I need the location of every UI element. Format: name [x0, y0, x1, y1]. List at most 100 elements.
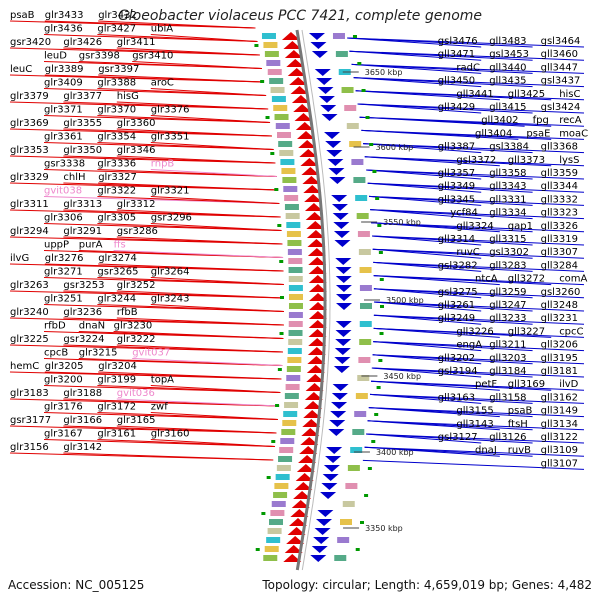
- reverse-gene-arrow: [335, 330, 352, 337]
- function-category-block: [359, 321, 372, 327]
- gene-label-left: glr3243: [151, 294, 190, 305]
- gene-label-left: glr3225: [10, 334, 49, 345]
- leader-line-left: [150, 88, 267, 96]
- gene-label-left: glr3230: [114, 321, 153, 332]
- reverse-gene-arrow: [317, 510, 334, 517]
- function-category-block: [284, 195, 299, 201]
- forward-gene-arrow: [289, 518, 308, 526]
- function-category-block: [284, 402, 299, 408]
- gene-label-right: gll3163: [438, 392, 475, 403]
- gene-label-left: gsr3397: [98, 64, 139, 75]
- forward-gene-arrow: [300, 158, 319, 166]
- gene-label-left: glr3160: [151, 429, 190, 440]
- reverse-gene-arrow: [313, 537, 330, 544]
- gene-label-left: glr3329: [10, 172, 49, 183]
- gene-label-right: petF: [475, 379, 497, 390]
- leader-line-right: [373, 327, 585, 338]
- function-category-block: [350, 447, 363, 453]
- function-category-block: [332, 33, 345, 39]
- reverse-gene-arrow: [331, 195, 348, 202]
- forward-gene-arrow: [290, 509, 309, 517]
- leader-line-left: [150, 223, 282, 231]
- gene-label-left: gvit036: [117, 388, 155, 399]
- function-category-block: [358, 357, 371, 363]
- reverse-gene-arrow: [327, 159, 344, 166]
- function-category-block: [271, 96, 286, 102]
- leader-line-left: [97, 439, 275, 447]
- forward-gene-arrow: [308, 302, 327, 310]
- leader-line-left: [98, 263, 284, 272]
- gene-tick: [379, 305, 384, 308]
- gene-label-right: gll3233: [489, 313, 526, 324]
- gene-label-left: ubiA: [151, 24, 173, 35]
- function-category-block: [267, 528, 282, 534]
- gene-label-right: comA: [559, 274, 587, 285]
- gene-label-right: gll3323: [541, 208, 578, 219]
- leader-line-right: [373, 261, 585, 272]
- forward-gene-arrow: [295, 122, 314, 130]
- gene-tick: [360, 521, 365, 524]
- function-category-block: [275, 123, 290, 129]
- function-category-block: [288, 276, 303, 282]
- forward-gene-arrow: [302, 419, 321, 427]
- gene-label-left: aroC: [151, 78, 174, 89]
- gene-label-left: glr3263: [10, 280, 49, 291]
- gene-tick: [270, 152, 275, 155]
- forward-gene-arrow: [291, 95, 310, 103]
- scale-tick-label: 3350 kbp: [365, 524, 403, 533]
- function-category-block: [341, 87, 354, 93]
- leader-line-left: [98, 74, 265, 83]
- gene-label-left: glr3204: [98, 361, 137, 372]
- function-category-block: [288, 258, 303, 264]
- gene-label-left: glr3433: [45, 10, 84, 21]
- reverse-gene-arrow: [335, 294, 352, 301]
- reverse-gene-arrow: [329, 420, 346, 427]
- gene-label-right: gll3149: [541, 406, 578, 417]
- function-category-block: [273, 105, 288, 111]
- gene-tick: [367, 467, 372, 470]
- forward-gene-arrow: [297, 131, 316, 139]
- forward-gene-arrow: [307, 356, 326, 364]
- gene-label-right: ftsH: [508, 419, 528, 430]
- reverse-gene-arrow: [320, 105, 337, 112]
- function-category-block: [275, 474, 290, 480]
- leader-line-left: [113, 331, 284, 339]
- leader-line-right: [366, 169, 585, 180]
- gene-tick: [361, 89, 366, 92]
- gene-label-right: gll3227: [508, 326, 545, 337]
- gene-label-left: glr3264: [151, 267, 190, 278]
- gene-label-left: glr3350: [63, 145, 102, 156]
- forward-gene-arrow: [301, 167, 320, 175]
- function-category-block: [349, 141, 362, 147]
- gene-label-right: gll3358: [489, 168, 526, 179]
- leader-line-right: [364, 446, 585, 457]
- gene-label-left: glr3172: [97, 402, 136, 413]
- gene-tick: [379, 278, 384, 281]
- gene-label-left: glr3251: [44, 294, 83, 305]
- function-category-block: [286, 222, 301, 228]
- forward-gene-arrow: [287, 68, 306, 76]
- forward-gene-arrow: [300, 437, 319, 445]
- reverse-gene-arrow: [321, 114, 338, 121]
- gene-label-right: gll3107: [541, 458, 578, 469]
- gene-label-right: gll3331: [489, 194, 526, 205]
- gene-label-left: glr3312: [117, 199, 156, 210]
- gene-label-left: glr3379: [10, 91, 49, 102]
- gene-label-left: glr3294: [10, 226, 49, 237]
- gene-label-left: glr3351: [151, 132, 190, 143]
- forward-gene-arrow: [293, 491, 312, 499]
- gene-tick: [377, 224, 382, 227]
- gene-label-left: glr3240: [10, 307, 49, 318]
- leader-line-right: [371, 222, 585, 233]
- function-category-block: [288, 330, 303, 336]
- reverse-gene-arrow: [310, 42, 327, 49]
- forward-gene-arrow: [305, 383, 324, 391]
- gene-tick: [260, 80, 265, 83]
- forward-gene-arrow: [290, 86, 309, 94]
- gene-label-left: glr3199: [97, 375, 136, 386]
- gene-label-left: glr3274: [98, 253, 137, 264]
- reverse-gene-arrow: [325, 456, 342, 463]
- function-category-block: [353, 177, 366, 183]
- forward-gene-arrow: [281, 32, 300, 40]
